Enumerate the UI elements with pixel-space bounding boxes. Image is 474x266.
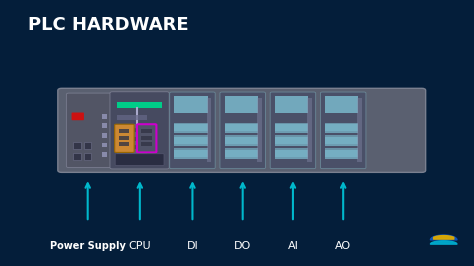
Bar xyxy=(141,136,152,140)
FancyBboxPatch shape xyxy=(115,124,134,152)
Bar xyxy=(117,141,147,145)
FancyBboxPatch shape xyxy=(220,92,265,169)
Bar xyxy=(325,150,358,159)
Bar xyxy=(275,96,308,113)
Bar xyxy=(117,132,147,137)
Bar xyxy=(325,124,358,133)
Bar xyxy=(73,153,81,160)
Bar xyxy=(207,98,211,162)
FancyBboxPatch shape xyxy=(270,92,316,169)
Bar xyxy=(357,98,362,162)
Text: AI: AI xyxy=(288,241,298,251)
Bar xyxy=(325,135,358,144)
FancyBboxPatch shape xyxy=(66,93,111,168)
FancyBboxPatch shape xyxy=(65,160,418,168)
Bar xyxy=(102,123,107,128)
Bar xyxy=(225,135,258,144)
Bar xyxy=(102,133,107,138)
Bar xyxy=(102,114,107,119)
FancyBboxPatch shape xyxy=(115,154,164,165)
FancyBboxPatch shape xyxy=(110,92,169,169)
Bar xyxy=(84,142,91,149)
Text: Power Supply: Power Supply xyxy=(50,241,126,251)
Bar xyxy=(225,137,258,146)
Bar xyxy=(117,149,147,154)
Bar xyxy=(73,142,81,149)
Bar xyxy=(102,152,107,157)
Bar xyxy=(275,137,308,146)
FancyBboxPatch shape xyxy=(170,92,215,169)
Bar xyxy=(225,124,258,133)
Bar xyxy=(174,150,208,159)
FancyBboxPatch shape xyxy=(58,88,426,172)
Bar xyxy=(174,148,208,157)
Bar xyxy=(257,98,262,162)
Bar xyxy=(117,124,147,128)
Bar xyxy=(174,135,208,144)
Text: CPU: CPU xyxy=(128,241,151,251)
Bar xyxy=(174,124,208,133)
FancyBboxPatch shape xyxy=(137,124,156,152)
Bar xyxy=(225,96,258,113)
Text: DO: DO xyxy=(234,241,251,251)
Bar xyxy=(325,137,358,146)
Bar xyxy=(307,98,312,162)
Bar xyxy=(141,129,152,133)
Bar xyxy=(102,143,107,147)
Bar xyxy=(117,102,162,108)
Bar xyxy=(275,124,308,133)
Bar xyxy=(225,123,258,131)
Bar xyxy=(225,150,258,159)
Bar xyxy=(275,123,308,131)
FancyBboxPatch shape xyxy=(72,113,84,120)
Text: PLC HARDWARE: PLC HARDWARE xyxy=(28,16,189,34)
Bar xyxy=(325,96,358,113)
Bar xyxy=(225,148,258,157)
Bar xyxy=(275,148,308,157)
FancyBboxPatch shape xyxy=(320,92,366,169)
Bar xyxy=(275,135,308,144)
Text: DI: DI xyxy=(187,241,198,251)
Bar xyxy=(119,136,129,140)
Bar xyxy=(325,148,358,157)
Bar xyxy=(117,115,147,120)
Bar xyxy=(119,142,129,146)
Bar xyxy=(174,137,208,146)
Bar xyxy=(275,150,308,159)
Text: AO: AO xyxy=(335,241,351,251)
Bar xyxy=(174,123,208,131)
Bar xyxy=(174,96,208,113)
Bar xyxy=(141,142,152,146)
Bar xyxy=(325,123,358,131)
FancyBboxPatch shape xyxy=(65,154,418,161)
Bar xyxy=(84,153,91,160)
Bar xyxy=(119,129,129,133)
